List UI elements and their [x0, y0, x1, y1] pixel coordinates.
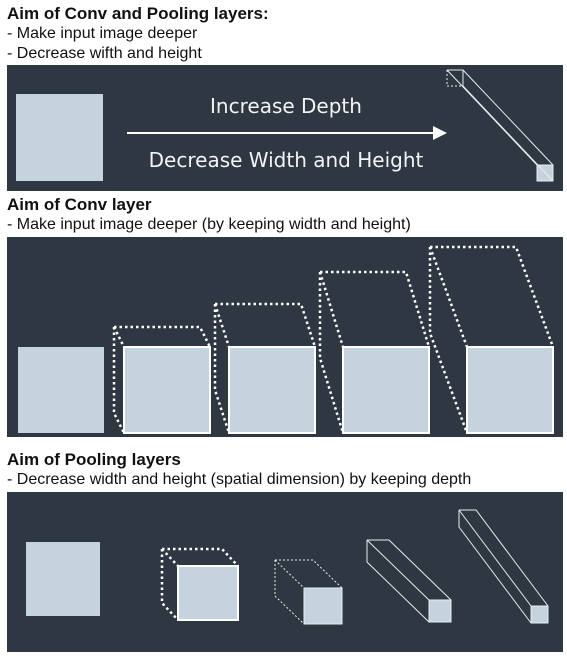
conv-block-1	[112, 325, 212, 434]
pooling-block-1	[160, 547, 239, 621]
section-title-conv-and-pooling: Aim of Conv and Pooling layers:	[7, 4, 269, 23]
bullet-pooling: - Decrease width and height (spatial dim…	[7, 471, 472, 488]
bullet-make-deeper: - Make input image deeper	[7, 25, 198, 42]
pooling-block-4	[458, 509, 549, 624]
conv-pooling-diagram-panel: Increase Depth Decrease Width and Height	[7, 65, 563, 191]
section-title-pooling: Aim of Pooling layers	[7, 450, 181, 469]
input-square	[16, 94, 103, 181]
conv-diagram	[18, 245, 555, 434]
section-title-conv: Aim of Conv layer	[7, 195, 152, 214]
conv-block-3	[318, 270, 431, 434]
pooling-block-2	[274, 559, 343, 625]
arrow-head	[433, 126, 447, 140]
pooling-block-3	[366, 539, 452, 623]
increase-depth-label: Increase Depth	[210, 94, 362, 118]
pooling-input-square	[26, 542, 100, 616]
conv-block-4	[428, 245, 555, 434]
conv-block-2	[213, 302, 317, 434]
deep-thin-column	[446, 69, 554, 182]
decrease-size-label: Decrease Width and Height	[149, 148, 424, 172]
conv-input-square	[18, 347, 104, 433]
conv-pooling-diagram: Increase Depth Decrease Width and Height	[16, 69, 554, 182]
conv-diagram-panel	[7, 237, 563, 437]
bullet-conv: - Make input image deeper (by keeping wi…	[7, 216, 411, 233]
pooling-diagram-panel	[7, 492, 563, 652]
pooling-diagram	[26, 509, 549, 625]
bullet-decrease-size: - Decrease wifth and height	[7, 45, 202, 62]
